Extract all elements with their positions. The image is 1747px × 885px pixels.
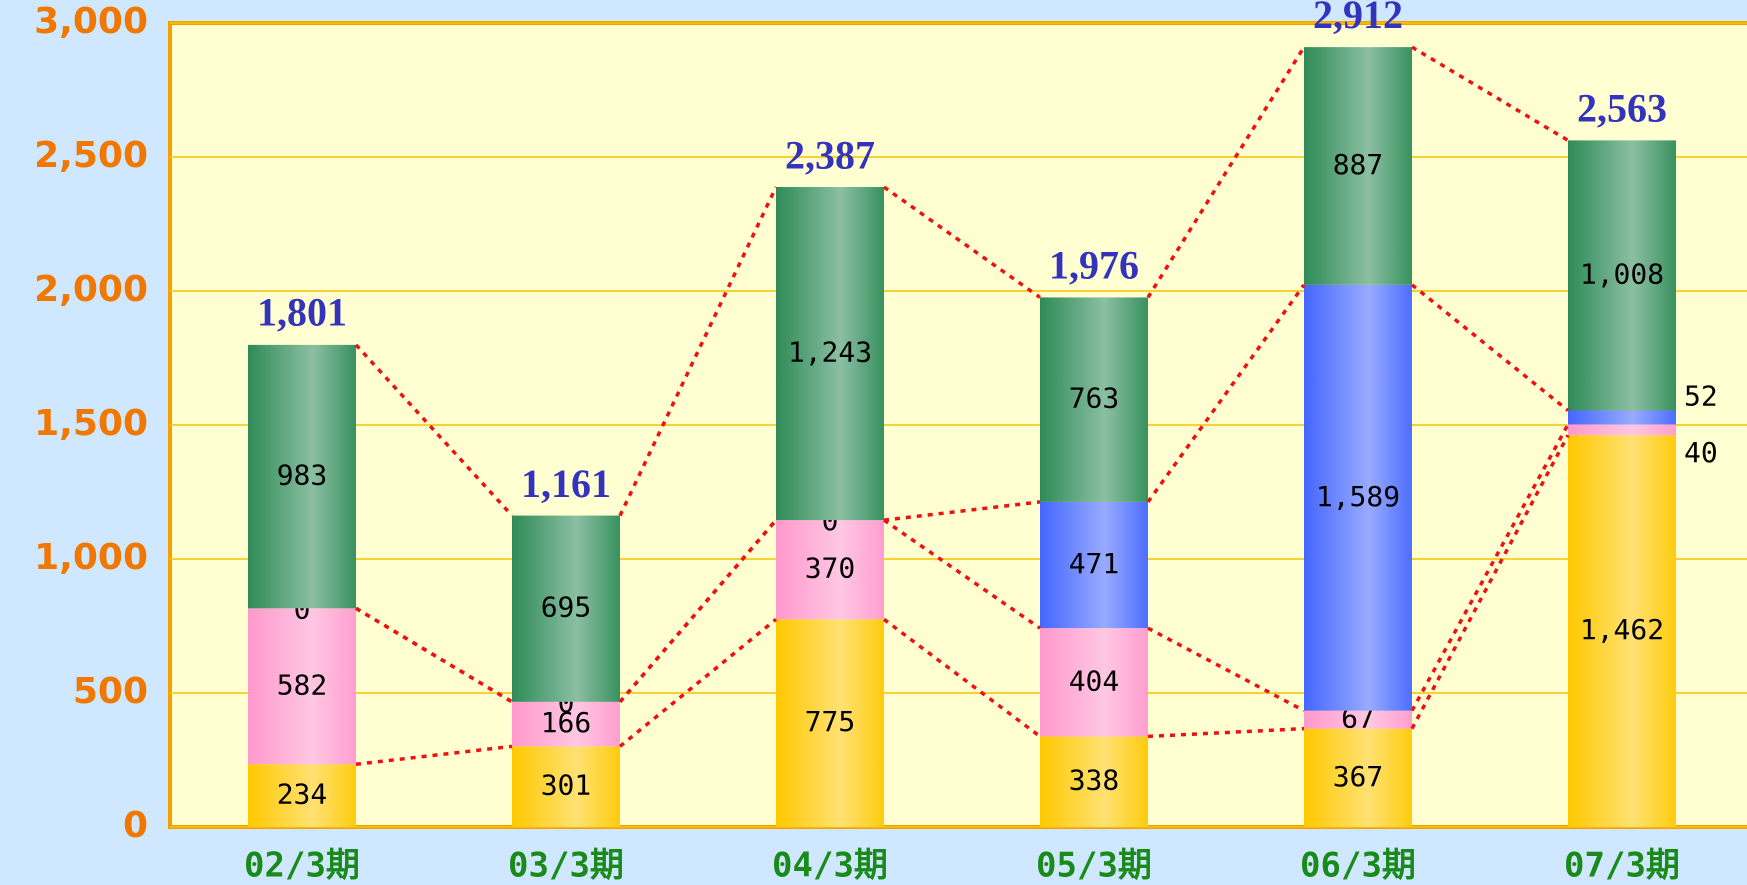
- value-label: 1,462: [1580, 613, 1664, 646]
- y-tick-label: 1,500: [34, 403, 148, 444]
- total-label: 1,161: [521, 461, 611, 506]
- bar-segment: [1568, 435, 1676, 827]
- value-label: 404: [1069, 664, 1120, 697]
- bar-segment: [1568, 140, 1676, 411]
- total-label: 2,912: [1313, 0, 1403, 37]
- total-label: 2,387: [785, 132, 875, 177]
- value-label: 40: [1684, 436, 1718, 469]
- total-label: 1,976: [1049, 243, 1139, 288]
- bar-segment: [1304, 284, 1412, 711]
- x-tick-label: 05/3期: [1036, 846, 1152, 885]
- bar-segment: [1304, 710, 1412, 729]
- bar-segment: [512, 701, 620, 747]
- value-label: 1,008: [1580, 257, 1664, 290]
- connector-line: [618, 617, 778, 748]
- bar-segment: [512, 746, 620, 827]
- value-label: 338: [1069, 764, 1120, 797]
- value-label: 234: [277, 778, 328, 811]
- bar-segment: [1040, 501, 1148, 629]
- connector-line: [355, 606, 513, 704]
- value-label: 166: [541, 706, 592, 739]
- bar-segment: [248, 764, 356, 827]
- connector-line: [883, 500, 1041, 522]
- y-tick-label: 2,500: [34, 135, 148, 176]
- value-label: 1,589: [1316, 480, 1400, 513]
- y-tick-label: 2,000: [34, 269, 148, 310]
- value-label: 1,243: [788, 336, 872, 369]
- y-tick-label: 1,000: [34, 537, 148, 578]
- value-label: 367: [1333, 760, 1384, 793]
- bar-segment: [248, 608, 356, 765]
- value-label: 887: [1333, 148, 1384, 181]
- x-tick-label: 07/3期: [1564, 846, 1680, 885]
- value-label: 763: [1069, 382, 1120, 415]
- value-label: 52: [1684, 379, 1718, 412]
- connector-line: [1410, 434, 1570, 730]
- total-label: 1,801: [257, 290, 347, 335]
- bar-segment: [1040, 297, 1148, 502]
- bar-segment: [776, 619, 884, 827]
- bar-segment: [776, 187, 884, 521]
- y-tick-label: 0: [123, 805, 148, 846]
- bar-segment: [248, 344, 356, 609]
- connector-line: [1146, 283, 1306, 503]
- value-label: 471: [1069, 547, 1120, 580]
- connector-line: [1410, 283, 1570, 412]
- bar-segment: [512, 515, 620, 702]
- x-tick-label: 06/3期: [1300, 846, 1416, 885]
- bar-segment: [1040, 736, 1148, 827]
- connector-line: [1147, 726, 1305, 739]
- bar-segment: [1568, 424, 1676, 436]
- connector-line: [1147, 626, 1305, 713]
- x-tick-label: 02/3期: [244, 846, 360, 885]
- connector-line: [1411, 45, 1569, 142]
- x-tick-label: 04/3期: [772, 846, 888, 885]
- connector-line: [1146, 46, 1306, 299]
- connector-line: [618, 519, 778, 703]
- bar-segment: [1040, 628, 1148, 737]
- y-tick-label: 3,000: [34, 1, 148, 42]
- x-tick-label: 03/3期: [508, 846, 624, 885]
- bar-segment: [776, 520, 884, 620]
- value-label: 983: [277, 459, 328, 492]
- bar-segment: [1568, 410, 1676, 425]
- total-label: 2,563: [1577, 85, 1667, 130]
- value-label: 695: [541, 591, 592, 624]
- value-label: 775: [805, 705, 856, 738]
- bar-segment: [1304, 47, 1412, 285]
- connector-line: [883, 518, 1041, 630]
- connector-line: [355, 744, 513, 767]
- bar-segment: [1304, 728, 1412, 827]
- y-tick-label: 500: [73, 671, 148, 712]
- value-label: 370: [805, 552, 856, 585]
- value-label: 301: [541, 769, 592, 802]
- value-label: 582: [277, 668, 328, 701]
